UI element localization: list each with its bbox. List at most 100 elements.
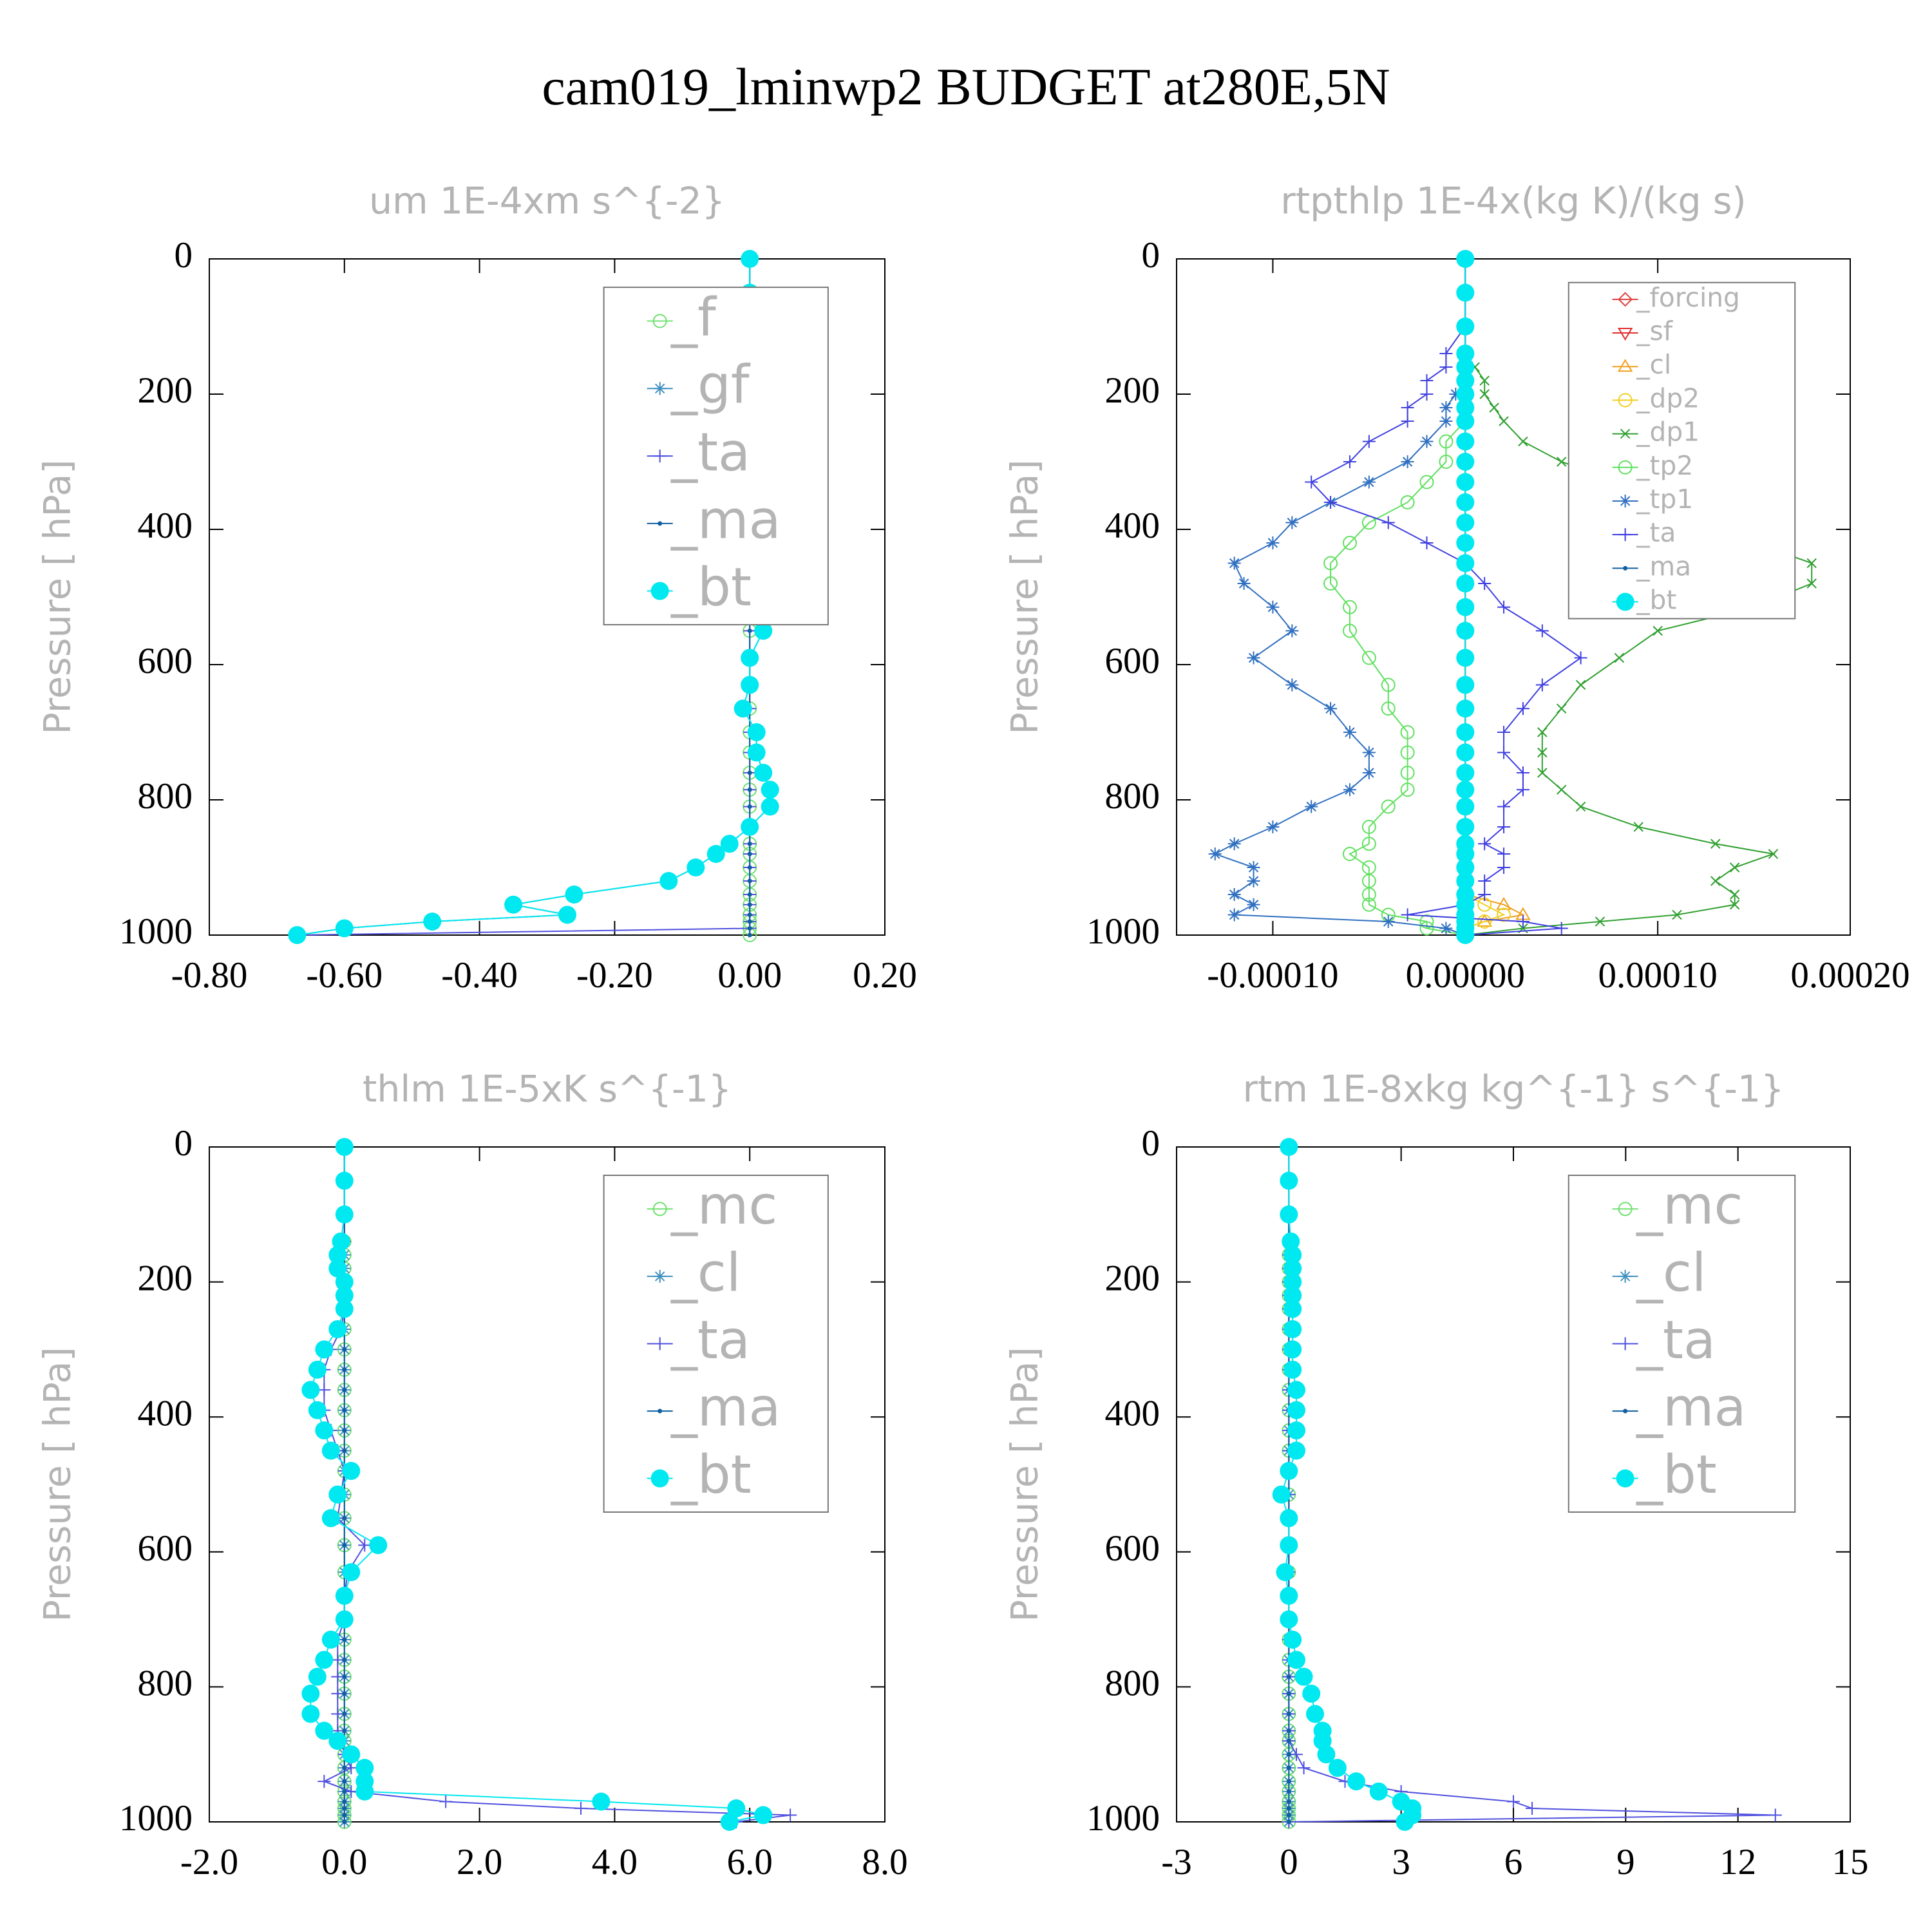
data-point bbox=[342, 1462, 361, 1481]
data-point bbox=[1286, 1765, 1291, 1770]
data-point bbox=[1557, 457, 1567, 467]
data-point bbox=[342, 1779, 347, 1784]
data-point bbox=[1456, 385, 1475, 403]
data-point bbox=[1456, 358, 1475, 376]
data-point bbox=[1282, 1232, 1300, 1251]
data-point bbox=[1287, 1421, 1305, 1440]
data-point bbox=[1497, 848, 1511, 860]
data-point bbox=[1400, 745, 1415, 760]
legend-label: _tp1 bbox=[1636, 484, 1693, 515]
data-point bbox=[1285, 624, 1299, 638]
data-point bbox=[1439, 434, 1454, 449]
legend-marker bbox=[1616, 1469, 1634, 1488]
legend-label: _dp1 bbox=[1636, 417, 1700, 448]
legend-marker bbox=[653, 1337, 667, 1350]
data-point bbox=[315, 1340, 334, 1359]
plot-frame bbox=[1176, 258, 1851, 936]
legend-marker bbox=[1620, 428, 1631, 439]
x-tick-label: -0.80 bbox=[171, 955, 248, 996]
legend-marker bbox=[1617, 359, 1633, 372]
data-point bbox=[747, 933, 752, 938]
data-point bbox=[1497, 820, 1511, 833]
data-point bbox=[1420, 374, 1434, 387]
data-point bbox=[1419, 914, 1434, 929]
figure-title: cam019_lminwp2 BUDGET at280E,5N bbox=[542, 57, 1390, 116]
data-point bbox=[331, 1687, 345, 1700]
data-point bbox=[331, 1653, 345, 1667]
data-point bbox=[1729, 900, 1740, 910]
data-point bbox=[734, 699, 752, 718]
data-point bbox=[1456, 699, 1475, 718]
data-point bbox=[1400, 495, 1415, 509]
data-point bbox=[345, 1761, 358, 1775]
data-point bbox=[1342, 536, 1357, 550]
data-point bbox=[1575, 679, 1586, 690]
data-point bbox=[1456, 534, 1475, 552]
data-point bbox=[687, 858, 705, 876]
data-point bbox=[1286, 1799, 1291, 1804]
legend-marker bbox=[650, 1469, 669, 1488]
data-point bbox=[1287, 1401, 1305, 1419]
x-tick-label: 0.0 bbox=[321, 1842, 367, 1882]
data-point bbox=[1305, 475, 1318, 489]
data-point bbox=[1575, 801, 1586, 812]
y-tick-label: 200 bbox=[1105, 370, 1160, 411]
data-point bbox=[1477, 914, 1492, 929]
data-point bbox=[1456, 797, 1475, 816]
data-point bbox=[332, 1232, 350, 1251]
legend-label: _ma bbox=[1636, 1378, 1746, 1439]
data-point bbox=[358, 1539, 372, 1552]
data-point bbox=[1286, 1813, 1291, 1818]
data-point bbox=[1456, 250, 1475, 268]
data-point bbox=[1361, 837, 1376, 851]
data-point bbox=[1537, 768, 1548, 778]
data-point bbox=[1285, 678, 1299, 692]
data-point bbox=[1247, 861, 1260, 874]
x-tick-label: 12 bbox=[1719, 1842, 1756, 1882]
data-point bbox=[301, 1381, 320, 1399]
data-point bbox=[747, 723, 766, 741]
legend-marker bbox=[1618, 1202, 1633, 1217]
data-point bbox=[747, 851, 752, 857]
data-point bbox=[1247, 875, 1260, 887]
plot-frame bbox=[209, 258, 886, 936]
data-point bbox=[1456, 345, 1475, 363]
data-point bbox=[1362, 766, 1376, 779]
data-point bbox=[1369, 1782, 1388, 1801]
data-point bbox=[1343, 455, 1356, 468]
data-point bbox=[1672, 909, 1682, 920]
panel-title: rtpthlp 1E-4x(kg K)/(kg s) bbox=[1280, 180, 1746, 223]
legend-marker bbox=[1618, 1337, 1632, 1350]
data-point bbox=[754, 764, 773, 782]
data-point bbox=[1400, 725, 1415, 739]
data-point bbox=[342, 1728, 347, 1734]
data-point bbox=[321, 1631, 340, 1649]
data-point bbox=[1595, 916, 1605, 927]
data-point bbox=[328, 1320, 347, 1338]
data-point bbox=[1328, 1759, 1347, 1777]
data-point bbox=[1478, 837, 1492, 851]
x-tick-label: 6.0 bbox=[727, 1842, 773, 1882]
data-point bbox=[335, 1205, 354, 1224]
data-point bbox=[1456, 818, 1475, 836]
data-point bbox=[1381, 701, 1396, 716]
data-point bbox=[1342, 623, 1357, 638]
data-point bbox=[342, 1347, 347, 1352]
data-point bbox=[1280, 1610, 1298, 1629]
data-point bbox=[315, 1721, 334, 1740]
data-point bbox=[1294, 1667, 1313, 1686]
legend-marker bbox=[652, 314, 667, 328]
data-point bbox=[1653, 625, 1663, 636]
data-point bbox=[1286, 1806, 1291, 1811]
data-point bbox=[1768, 1808, 1782, 1822]
data-point bbox=[335, 1138, 354, 1156]
data-point bbox=[342, 1563, 361, 1582]
x-tick-label: 0 bbox=[1280, 1842, 1298, 1882]
data-point bbox=[1456, 574, 1475, 592]
legend-box bbox=[1567, 281, 1796, 620]
legend-label: _cl bbox=[1636, 349, 1671, 380]
data-point bbox=[1456, 743, 1475, 762]
data-point bbox=[1439, 415, 1453, 428]
legend-marker bbox=[1616, 592, 1634, 611]
y-tick-label: 600 bbox=[1105, 1528, 1160, 1569]
